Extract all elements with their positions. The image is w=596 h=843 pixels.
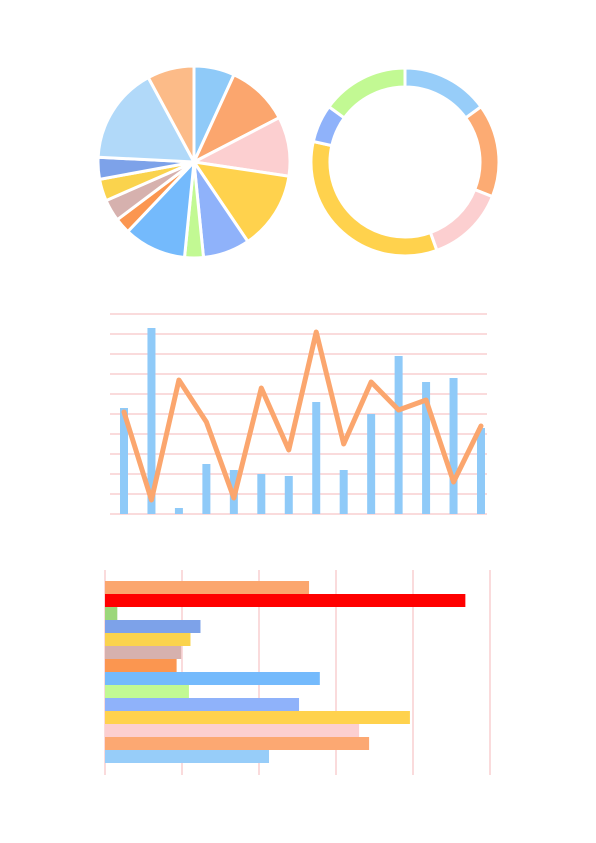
bar-10: [367, 414, 376, 514]
hbar-14: [105, 750, 270, 763]
hbar-7: [105, 659, 177, 672]
hbar-8: [105, 672, 320, 685]
bar-6: [257, 474, 266, 514]
bar-7: [284, 476, 293, 514]
bar-4: [202, 464, 211, 514]
line-series: [121, 329, 484, 503]
donut-segment-1: [403, 66, 484, 121]
bar-line-chart: [110, 313, 487, 515]
hbar-1: [105, 581, 310, 594]
hbar-10: [105, 698, 300, 711]
hbar-5: [105, 633, 191, 646]
hbar-6: [105, 646, 182, 659]
bar-14: [477, 428, 485, 514]
hbar-9: [105, 685, 189, 698]
bar-1: [120, 408, 128, 514]
hbar-3: [105, 607, 118, 620]
pie-slice-13: [146, 64, 196, 163]
bar-11: [394, 356, 403, 514]
pie-slice-12: [96, 75, 197, 164]
bar-13: [449, 378, 458, 514]
bar-9: [339, 470, 348, 514]
bar-12: [422, 382, 431, 514]
hbar-4: [105, 620, 201, 633]
donut-segment-4: [309, 139, 439, 258]
donut-segment-2: [463, 104, 501, 199]
bar-8: [312, 402, 321, 514]
donut-segment-6: [326, 66, 407, 121]
pie-chart: [96, 64, 292, 260]
bar-3: [174, 508, 183, 514]
donut-segment-3: [428, 187, 495, 253]
donut-chart: [309, 66, 501, 258]
hbar-2: [105, 594, 466, 607]
pie-slice-4: [190, 160, 291, 244]
hbar-12: [105, 724, 360, 737]
hbar-13: [105, 737, 370, 750]
hbar-11: [105, 711, 410, 724]
horizontal-bar-chart: [104, 570, 491, 775]
bar-2: [147, 328, 156, 514]
